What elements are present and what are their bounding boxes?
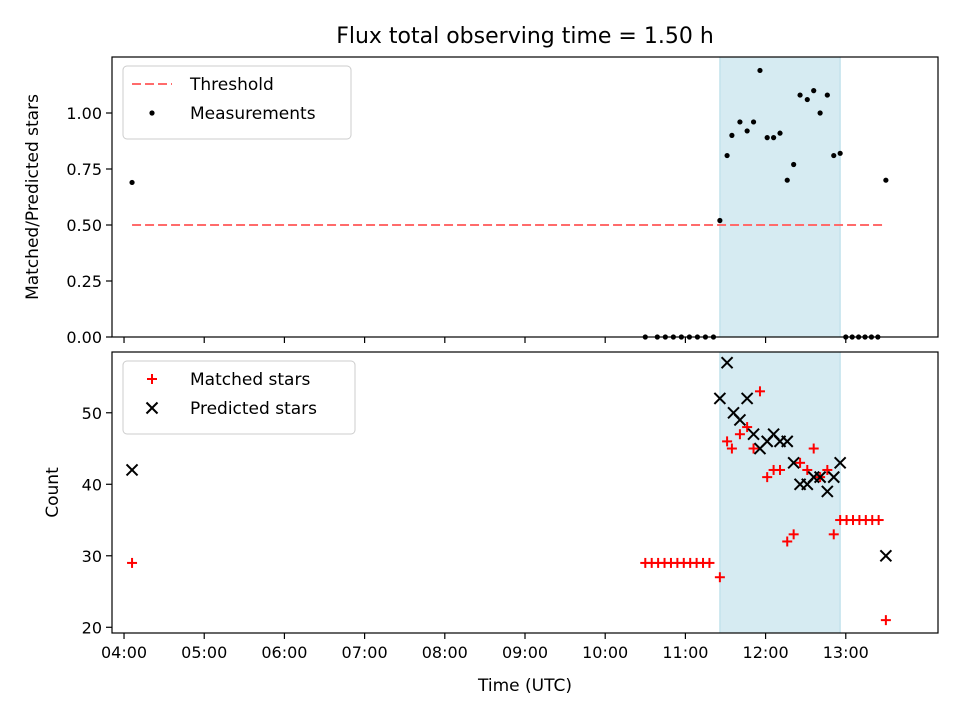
legend-label: Measurements [190,104,316,124]
legend: Matched stars Predicted stars [122,360,356,435]
data-point [802,464,813,475]
x-tick-label: 05:00 [181,643,227,662]
panel-ratio: 0.00 0.25 0.50 0.75 1.00 Matched/Predicted st… [23,56,939,347]
data-point [808,443,819,454]
data-point [757,67,763,74]
data-point [833,456,847,470]
data-point [740,392,754,405]
data-point [828,529,839,540]
y-axis-label: Matched/Predicted stars [23,94,43,300]
data-point [775,464,786,475]
y-tick-label: 0.75 [66,160,102,179]
y-tick-label: 20 [82,618,102,637]
panel-count: 20 30 40 50 04:00 05:00 06:00 07:00 08:00 09:00 10… [43,351,939,662]
data-point [813,470,827,484]
data-point [127,557,138,568]
legend-label: Threshold [189,75,274,95]
x-tick-label: 11:00 [662,643,708,662]
data-point [734,429,745,440]
legend-box [122,360,356,435]
legend-swatch [145,401,159,415]
legend-swatch [149,110,155,116]
x-tick-label: 08:00 [422,643,468,662]
data-point [125,463,139,477]
data-point [729,132,735,138]
legend-swatch [147,374,157,384]
data-point [129,179,135,186]
y-axis-label: Count [43,467,63,518]
y-tick-label: 30 [82,547,102,566]
data-point [795,457,806,468]
data-point [797,92,803,98]
data-point [821,485,834,498]
y-tick-label: 0.50 [66,216,102,235]
legend-label: Predicted stars [190,399,317,419]
data-point [837,150,843,156]
data-point [824,92,830,98]
x-tick-label: 07:00 [342,643,388,662]
x-tick-label: 13:00 [823,643,869,662]
data-point [748,443,759,454]
data-point [822,464,833,475]
highlight-span [719,56,841,338]
data-point [788,529,799,540]
data-point [742,422,753,433]
y-tick-label: 0.00 [66,328,102,347]
data-point [720,356,734,369]
data-point [811,88,817,94]
data-point [784,177,790,183]
legend-box [122,65,352,140]
legend-label: Matched stars [190,370,310,390]
y-tick-label: 1.00 [66,104,102,123]
legend: Threshold Measurements [122,65,352,140]
data-point [764,135,770,141]
data-point [737,119,743,125]
x-tick-label: 12:00 [743,643,789,662]
y-tick-label: 40 [82,475,102,494]
data-point [704,557,715,568]
x-tick-label: 06:00 [261,643,307,662]
y-tick-label: 50 [82,404,102,423]
data-point [804,96,810,103]
data-point [724,152,730,159]
data-point [827,470,840,484]
data-point [781,435,794,448]
data-point [883,177,889,183]
data-point [726,443,737,454]
data-point [879,549,893,562]
x-tick-label: 09:00 [502,643,548,662]
data-point [777,130,783,136]
data-point [873,515,884,526]
chart-title: Flux total observing time = 1.50 h [336,24,714,49]
data-point [787,456,800,470]
series-matched-stars [127,386,891,626]
data-point [831,152,837,159]
data-point [750,119,757,125]
data-point [817,110,823,116]
x-tick-label: 10:00 [582,643,628,662]
data-point [762,472,773,483]
data-point [791,161,797,168]
data-point [744,128,750,134]
y-tick-label: 0.25 [66,272,102,291]
data-point [771,135,777,141]
series-predicted-stars [125,356,893,562]
data-point [880,615,891,626]
highlight-span [719,351,841,634]
x-axis-label: Time (UTC) [477,676,572,696]
data-point [714,572,725,583]
data-point [754,386,765,397]
x-tick-label: 04:00 [101,643,147,662]
data-point [713,392,727,405]
data-point [717,217,723,224]
data-point [782,536,793,547]
data-point [747,428,760,441]
data-point [722,436,733,447]
data-point [733,413,747,427]
